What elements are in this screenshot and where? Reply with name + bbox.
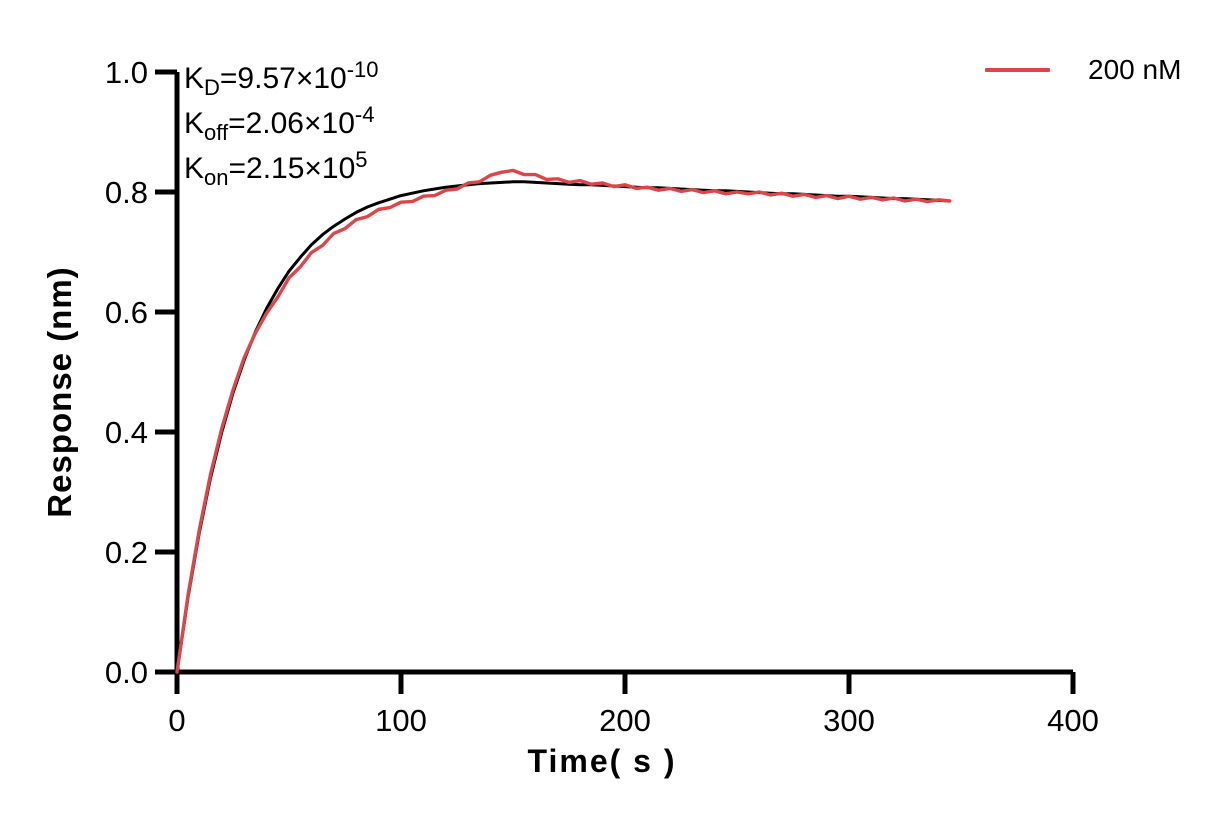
- legend-line-swatch: [985, 68, 1050, 72]
- y-tick-label: 0.8: [105, 175, 148, 210]
- kon-value: =2.15×10: [228, 152, 356, 185]
- legend-entry-label: 200 nM: [1088, 54, 1182, 85]
- kon-subscript: on: [204, 165, 229, 190]
- koff-symbol: K: [184, 107, 205, 140]
- data-curve-200nm: [175, 168, 952, 674]
- koff-subscript: off: [204, 120, 229, 145]
- x-tick-label: 200: [599, 703, 651, 738]
- y-tick-label: 1.0: [105, 55, 148, 90]
- x-tick-label: 400: [1047, 703, 1099, 738]
- kon-annotation: Kon=2.15×105: [184, 146, 379, 191]
- x-tick-label: 300: [823, 703, 875, 738]
- y-tick-label: 0.4: [105, 415, 148, 450]
- fit-curve: [175, 180, 952, 674]
- y-tick-label: 0.0: [105, 655, 148, 690]
- koff-value: =2.06×10: [228, 107, 355, 140]
- koff-annotation: Koff=2.06×10-4: [184, 101, 379, 146]
- kd-annotation: KD=9.57×10-10: [184, 56, 379, 101]
- kd-exponent: -10: [346, 57, 379, 82]
- x-tick-label: 100: [375, 703, 427, 738]
- kd-symbol: K: [184, 62, 205, 95]
- koff-exponent: -4: [354, 102, 375, 127]
- y-tick-label: 0.2: [105, 535, 148, 570]
- y-axis-title: Response (nm): [41, 266, 78, 518]
- kd-subscript: D: [204, 75, 220, 100]
- kinetics-annotations: KD=9.57×10-10 Koff=2.06×10-4 Kon=2.15×10…: [184, 56, 379, 191]
- kon-exponent: 5: [355, 147, 368, 172]
- legend: 200 nM: [985, 54, 1181, 86]
- kon-symbol: K: [184, 152, 205, 185]
- x-tick-label: 0: [168, 703, 185, 738]
- x-axis-title: Time( s ): [527, 743, 677, 779]
- kd-value: =9.57×10: [219, 62, 347, 95]
- y-tick-label: 0.6: [105, 295, 148, 330]
